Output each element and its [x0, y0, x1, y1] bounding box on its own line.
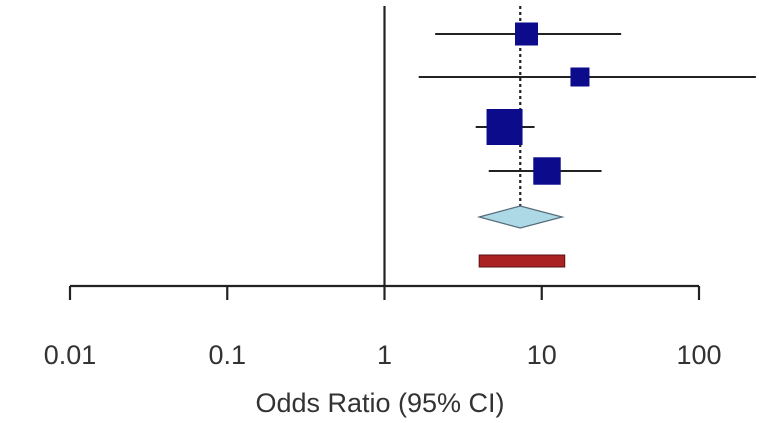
study-marker [486, 109, 523, 145]
pooled-summary [476, 205, 566, 268]
x-tick-label: 0.1 [208, 340, 246, 370]
study-rows [418, 22, 756, 185]
study-marker [533, 157, 561, 185]
x-tick-label: 100 [676, 340, 721, 370]
x-tick-label: 1 [377, 340, 392, 370]
prediction-interval-bar [478, 254, 566, 268]
pooled-diamond [476, 205, 565, 229]
x-axis: 0.01 0.1 1 10 100 [44, 284, 722, 370]
x-tick-label: 10 [527, 340, 557, 370]
x-tick-label: 0.01 [44, 340, 97, 370]
study-marker [515, 22, 539, 46]
study-marker [570, 67, 590, 87]
reference-lines [383, 6, 522, 286]
x-axis-title: Odds Ratio (95% CI) [255, 388, 504, 418]
